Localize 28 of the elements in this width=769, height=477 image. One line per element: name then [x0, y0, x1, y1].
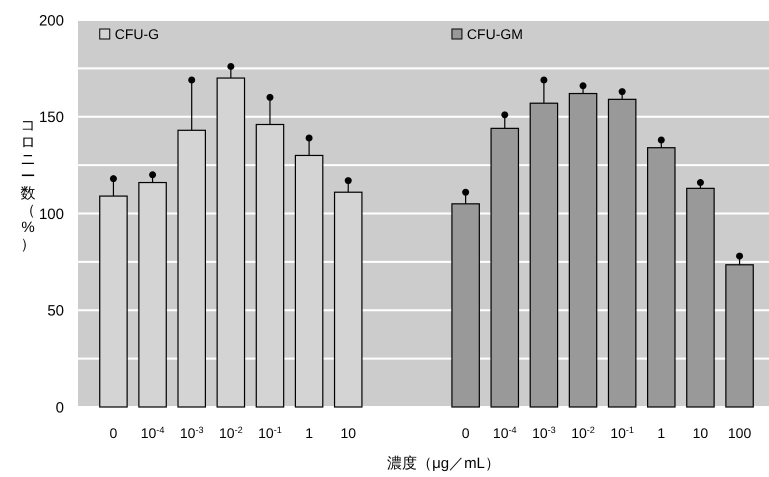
- y-tick-label: 0: [56, 399, 64, 416]
- bar: [647, 147, 676, 408]
- x-tick-label: 10: [692, 425, 708, 441]
- legend-label: CFU-GM: [466, 26, 523, 42]
- x-tick-label: 10: [340, 425, 356, 441]
- x-tick-label: 10$^{-2}$: [571, 425, 595, 441]
- bar: [608, 98, 636, 408]
- bar: [568, 92, 598, 408]
- x-tick-label: 100: [728, 425, 752, 441]
- x-tick-label: 10$^{-4}$: [492, 425, 517, 441]
- x-tick-label: 10$^{-1}$: [258, 425, 282, 441]
- x-tick-label: 1: [305, 425, 314, 441]
- bar: [686, 188, 715, 408]
- y-tick-label: 50: [47, 302, 64, 320]
- x-tick-label: 10$^{-4}$: [140, 425, 164, 441]
- x-tick-label: 10$^{-3}$: [180, 425, 204, 441]
- x-tick-label: 1: [657, 425, 666, 441]
- x-tick-label: 10$^{-1}$: [610, 425, 634, 441]
- y-tick-label: 150: [38, 109, 64, 126]
- x-axis-title: 濃度（μg／mL）: [387, 455, 500, 472]
- y-axis-title: コロニー数（%）: [20, 117, 36, 253]
- y-tick-label: 200: [38, 12, 64, 30]
- x-tick-label: 10$^{-2}$: [219, 425, 243, 441]
- x-tick-label: 0: [462, 425, 470, 441]
- legend-label: CFU-G: [114, 26, 160, 42]
- x-tick-label: 10$^{-3}$: [532, 425, 556, 441]
- y-tick-label: 100: [38, 206, 64, 223]
- x-tick-label: 0: [110, 425, 118, 441]
